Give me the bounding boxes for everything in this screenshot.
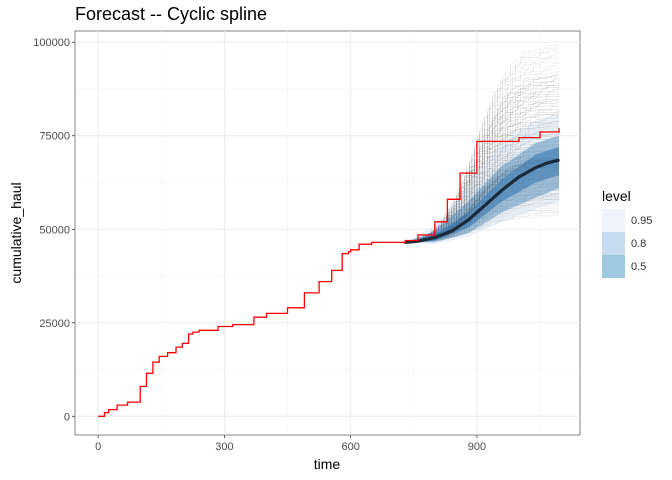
forecast-median-line xyxy=(403,158,560,244)
sample-path xyxy=(405,100,559,243)
legend-key-08 xyxy=(602,232,625,255)
sample-path xyxy=(405,65,559,243)
series-lines xyxy=(98,128,560,417)
sample-path xyxy=(405,209,559,243)
legend-key-05 xyxy=(602,255,625,278)
sample-path xyxy=(405,215,559,243)
sample-path xyxy=(405,199,559,243)
legend-label-05: 0.5 xyxy=(631,260,647,273)
sample-path xyxy=(405,109,559,243)
sample-path xyxy=(405,212,559,243)
x-tick-label: 300 xyxy=(215,441,233,453)
legend: level 0.95 0.8 0.5 xyxy=(602,188,668,278)
y-tick-label: 75000 xyxy=(39,131,70,143)
sample-path xyxy=(405,44,560,243)
sample-path xyxy=(405,205,559,243)
grid-lines xyxy=(75,31,580,435)
y-tick-label: 0 xyxy=(64,411,70,423)
legend-key-095 xyxy=(602,209,625,232)
observed-line xyxy=(98,128,560,417)
legend-title: level xyxy=(602,188,631,204)
chart-title: Forecast -- Cyclic spline xyxy=(75,4,268,24)
forecast-intervals xyxy=(405,113,559,245)
legend-item-08: 0.8 xyxy=(602,232,668,255)
band-08 xyxy=(405,135,559,243)
y-tick-label: 25000 xyxy=(39,318,70,330)
sample-path xyxy=(405,213,559,243)
axes: 0 300 600 900 0 25000 50000 75000 100000 xyxy=(33,37,486,453)
sample-path xyxy=(405,58,559,243)
x-tick-label: 600 xyxy=(341,441,359,453)
legend-item-095: 0.95 xyxy=(602,209,668,232)
band-05 xyxy=(405,147,559,243)
sample-path xyxy=(405,203,559,243)
y-tick-label: 50000 xyxy=(39,224,70,236)
band-095 xyxy=(405,113,559,245)
plot-panel xyxy=(74,30,581,436)
sample-path xyxy=(405,101,560,243)
y-axis-title: cumulative_haul xyxy=(8,182,24,283)
x-tick-label: 900 xyxy=(468,441,486,453)
legend-label-08: 0.8 xyxy=(631,237,647,250)
legend-item-05: 0.5 xyxy=(602,255,668,278)
sample-path xyxy=(405,106,559,243)
y-tick-label: 100000 xyxy=(33,37,70,49)
x-axis-title: time xyxy=(314,456,341,472)
legend-label-095: 0.95 xyxy=(631,214,653,227)
x-tick-label: 0 xyxy=(95,441,101,453)
sample-path xyxy=(405,211,560,243)
